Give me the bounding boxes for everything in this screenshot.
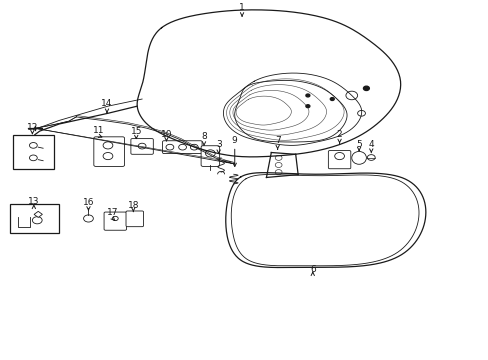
FancyBboxPatch shape [94,137,124,166]
Circle shape [165,144,173,150]
Text: 17: 17 [107,208,119,217]
FancyBboxPatch shape [131,139,153,154]
Circle shape [275,156,282,160]
Circle shape [305,94,309,97]
Circle shape [138,143,146,149]
Text: 2: 2 [336,130,342,139]
Circle shape [366,155,374,160]
Text: 12: 12 [27,123,38,132]
FancyBboxPatch shape [162,141,202,154]
Circle shape [330,98,333,100]
Circle shape [112,216,118,221]
Text: 11: 11 [92,126,104,135]
Text: 18: 18 [127,201,139,210]
Circle shape [103,153,113,159]
Text: 13: 13 [28,197,40,206]
Circle shape [32,217,42,224]
Circle shape [275,170,282,175]
Text: 5: 5 [355,140,361,149]
Text: 9: 9 [231,136,237,145]
Circle shape [178,144,186,150]
Text: 14: 14 [101,99,112,108]
Circle shape [305,105,309,108]
Circle shape [83,215,93,222]
FancyBboxPatch shape [328,150,350,169]
FancyBboxPatch shape [104,212,126,230]
Text: 8: 8 [201,132,206,141]
Circle shape [29,155,37,161]
Circle shape [29,143,37,148]
Bar [34,211,42,217]
Circle shape [334,153,344,159]
Text: 10: 10 [161,130,172,139]
Text: 6: 6 [309,265,315,274]
Bar [13,135,54,168]
Text: 4: 4 [368,140,373,149]
Text: 3: 3 [215,140,221,149]
Ellipse shape [351,152,366,164]
Text: 7: 7 [274,136,280,145]
Circle shape [103,142,113,149]
FancyBboxPatch shape [201,146,219,166]
Text: 16: 16 [82,198,94,207]
Circle shape [205,150,215,157]
Circle shape [190,144,198,150]
Circle shape [275,162,282,167]
Bar [10,204,59,233]
Text: 1: 1 [239,3,244,12]
Text: 15: 15 [130,127,142,136]
FancyBboxPatch shape [126,211,143,227]
Circle shape [363,86,368,90]
